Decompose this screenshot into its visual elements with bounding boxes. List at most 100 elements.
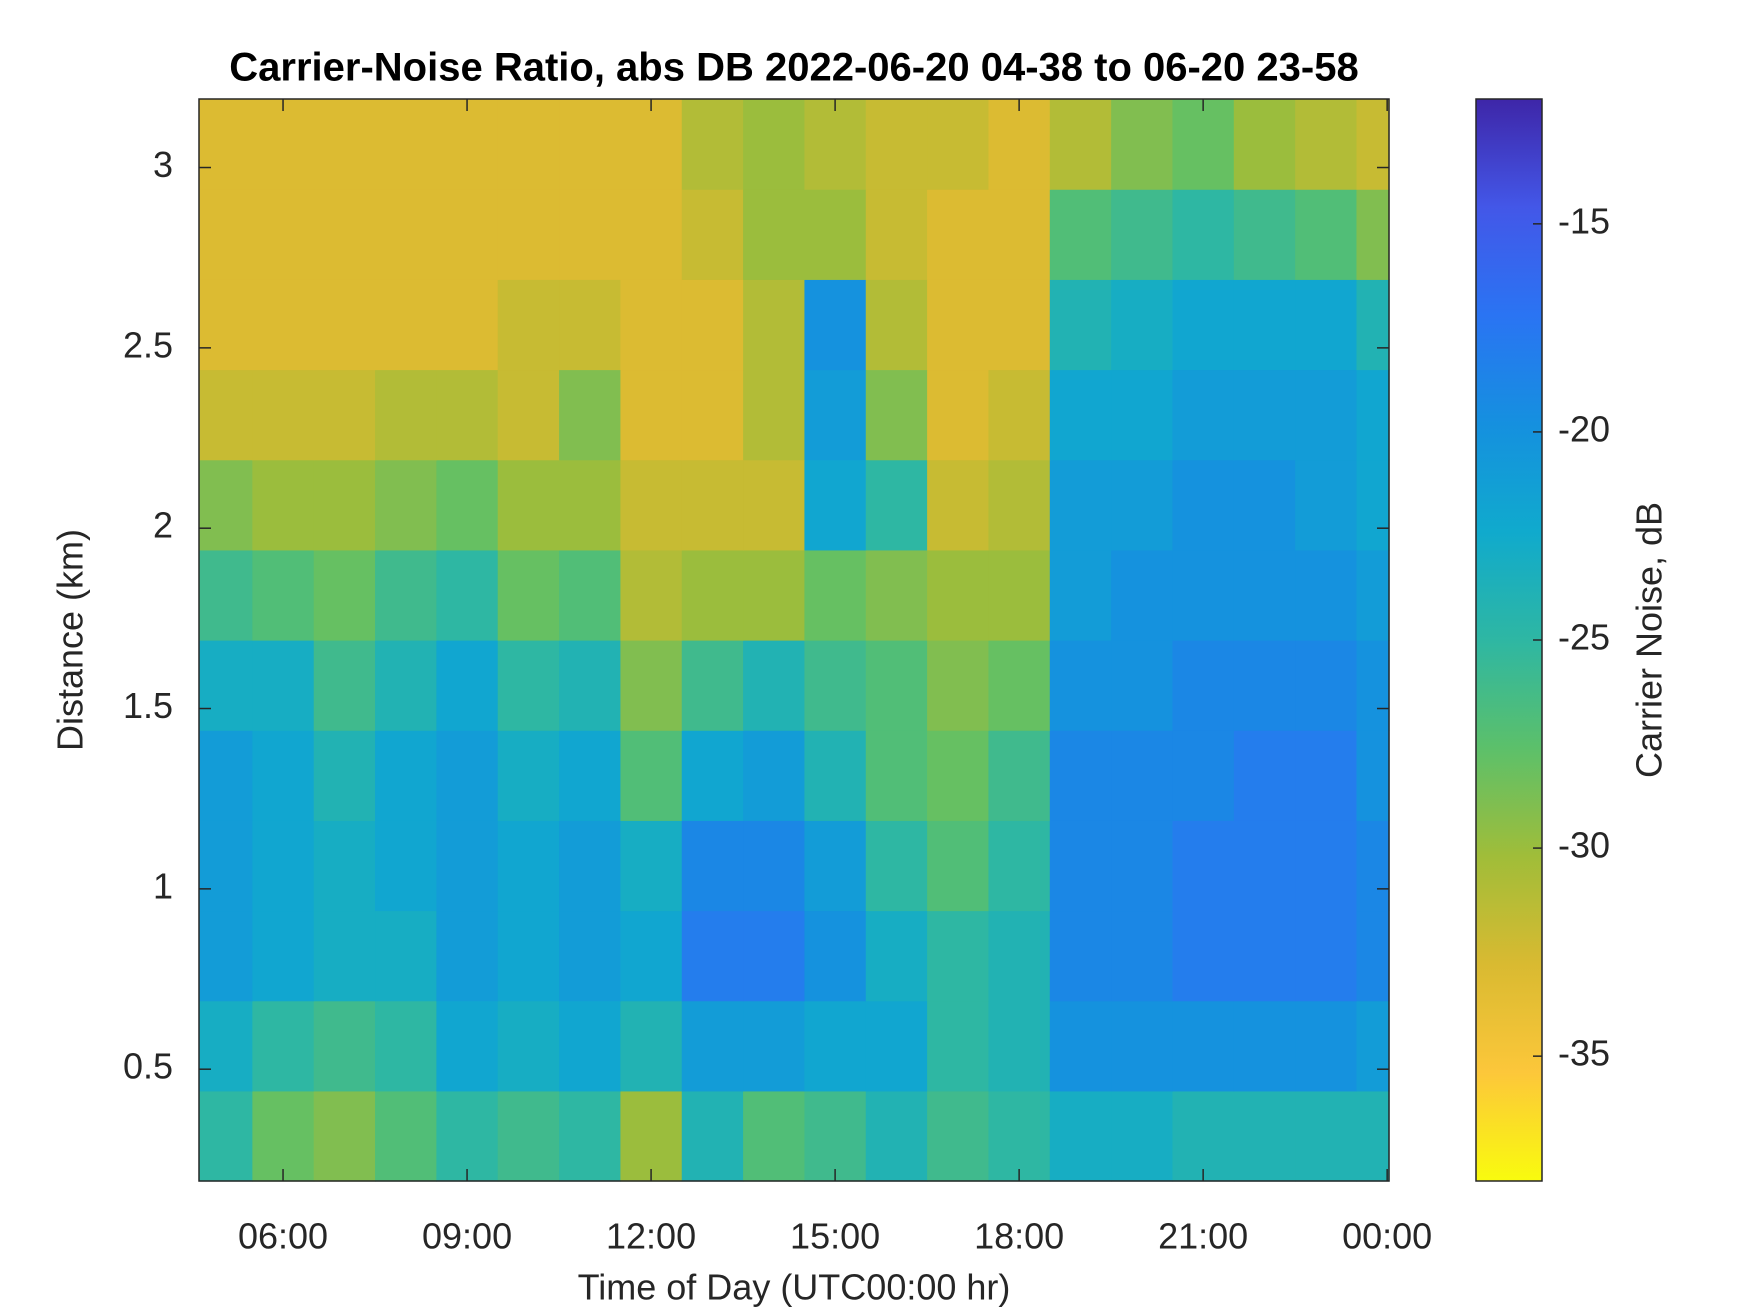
heatmap-cell (620, 99, 683, 190)
heatmap-cell (681, 820, 744, 912)
heatmap-cell (865, 1000, 928, 1092)
heatmap-cell (927, 640, 990, 731)
y-axis-label: Distance (km) (50, 529, 91, 751)
heatmap-cell (804, 1000, 867, 1092)
heatmap-cell (1111, 1090, 1174, 1182)
heatmap-cell (804, 369, 867, 461)
heatmap-cell (559, 640, 622, 731)
y-tick-label: 3 (153, 144, 173, 185)
heatmap-cell (375, 730, 437, 821)
x-tick-label: 12:00 (606, 1216, 696, 1257)
heatmap-cell (1356, 549, 1390, 641)
heatmap-cell (252, 1000, 315, 1092)
heatmap-cell (988, 1090, 1051, 1182)
heatmap-cell (1356, 640, 1390, 731)
heatmap-cell (927, 1090, 990, 1182)
heatmap-cell (252, 820, 315, 912)
heatmap-cell (559, 549, 622, 641)
heatmap-cell (1356, 189, 1390, 280)
heatmap-cell (199, 369, 253, 461)
heatmap-cell (1356, 1000, 1390, 1092)
y-tick-label: 2.5 (123, 324, 173, 365)
x-tick-label: 21:00 (1158, 1216, 1248, 1257)
heatmap-cell (865, 910, 928, 1002)
heatmap-cell (988, 99, 1051, 190)
heatmap-cell (620, 640, 683, 731)
heatmap-cell (313, 1000, 376, 1092)
heatmap-cell (559, 1000, 622, 1092)
colorbar-label: Carrier Noise, dB (1629, 502, 1670, 778)
heatmap-cell (743, 549, 806, 641)
heatmap-cell (988, 549, 1051, 641)
heatmap-cell (559, 99, 622, 190)
heatmap-cell (252, 459, 315, 551)
heatmap-cell (1295, 279, 1358, 371)
heatmap-cell (1049, 1000, 1112, 1092)
heatmap-cell (375, 99, 437, 190)
heatmap-cell (436, 99, 499, 190)
heatmap-cell (436, 640, 499, 731)
heatmap-cell (436, 1090, 499, 1182)
heatmap-cell (1049, 820, 1112, 912)
heatmap-cell (927, 730, 990, 821)
heatmap-cell (497, 1090, 560, 1182)
heatmap-cell (1111, 820, 1174, 912)
heatmap-cell (252, 369, 315, 461)
heatmap-cell (1111, 369, 1174, 461)
heatmap-cell (1356, 369, 1390, 461)
heatmap-cell (1049, 549, 1112, 641)
heatmap-cell (743, 99, 806, 190)
heatmap-cell (497, 1000, 560, 1092)
heatmap-cell (988, 1000, 1051, 1092)
heatmap-cell (1111, 549, 1174, 641)
heatmap-cell (927, 99, 990, 190)
heatmap-cell (313, 459, 376, 551)
heatmap-cell (1233, 369, 1296, 461)
heatmap-cell (199, 459, 253, 551)
x-tick-label: 06:00 (238, 1216, 328, 1257)
heatmap-cell (1111, 640, 1174, 731)
heatmap-cell (804, 1090, 867, 1182)
heatmap-cell (199, 820, 253, 912)
heatmap-cell (1049, 279, 1112, 371)
heatmap-cell (804, 910, 867, 1002)
heatmap-cell (1233, 1090, 1296, 1182)
heatmap-cell (1111, 1000, 1174, 1092)
heatmap-cell (1049, 369, 1112, 461)
heatmap-cell (1233, 730, 1296, 821)
heatmap-cell (865, 549, 928, 641)
heatmap-cell (559, 459, 622, 551)
heatmap-cell (497, 189, 560, 280)
heatmap-cell (313, 189, 376, 280)
heatmap-cell (681, 549, 744, 641)
colorbar-tick-label: -30 (1558, 825, 1610, 866)
heatmap-cell (497, 279, 560, 371)
heatmap-cell (199, 1090, 253, 1182)
heatmap-cell (375, 189, 437, 280)
heatmap-cell (436, 820, 499, 912)
heatmap-cell (865, 820, 928, 912)
heatmap-cell (681, 730, 744, 821)
heatmap-cell (252, 1090, 315, 1182)
heatmap-cell (988, 730, 1051, 821)
heatmap-cell (1295, 820, 1358, 912)
heatmap-cell (620, 1090, 683, 1182)
heatmap-cell (1172, 820, 1235, 912)
heatmap-cell (865, 459, 928, 551)
heatmap-cell (436, 1000, 499, 1092)
heatmap-cell (1172, 640, 1235, 731)
heatmap-cell (313, 820, 376, 912)
heatmap-cell (199, 189, 253, 280)
colorbar-tick-label: -15 (1558, 200, 1610, 241)
heatmap-cell (375, 279, 437, 371)
colorbar-tick-label: -35 (1558, 1033, 1610, 1074)
heatmap-cell (497, 730, 560, 821)
heatmap-cell (1356, 279, 1390, 371)
heatmap-cell (988, 640, 1051, 731)
y-tick-label: 2 (153, 505, 173, 546)
heatmap-cell (743, 1000, 806, 1092)
heatmap-cell (1233, 459, 1296, 551)
heatmap-cell (436, 369, 499, 461)
colorbar-tick-label: -25 (1558, 617, 1610, 658)
heatmap-cell (252, 189, 315, 280)
